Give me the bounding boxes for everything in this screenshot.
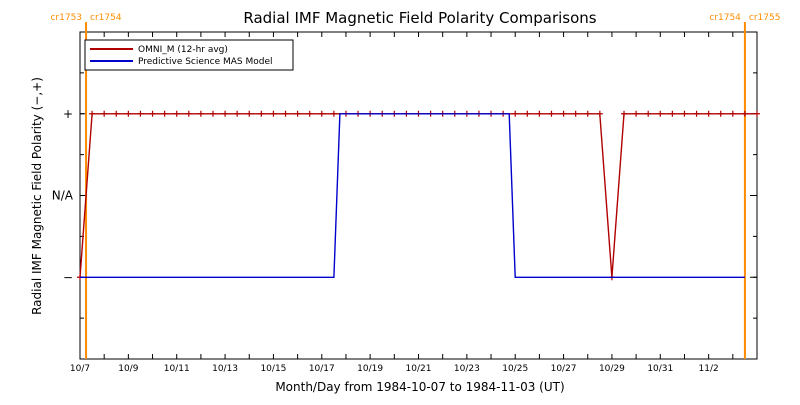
- x-tick-label: 10/19: [357, 364, 383, 374]
- series-point-0: [754, 110, 760, 117]
- x-tick-label: 10/29: [599, 364, 625, 374]
- series-point-0: [572, 110, 579, 117]
- series-point-0: [270, 110, 277, 117]
- x-tick-label: 10/31: [647, 364, 673, 374]
- x-tick-label: 10/27: [551, 364, 577, 374]
- series-point-0: [596, 110, 603, 117]
- series-point-0: [560, 110, 567, 117]
- series-point-0: [536, 110, 543, 117]
- series-point-0: [149, 110, 156, 117]
- series-point-0: [209, 110, 216, 117]
- series-point-0: [222, 110, 229, 117]
- x-tick-label: 10/23: [454, 364, 480, 374]
- series-point-0: [125, 110, 132, 117]
- legend-label-omni: OMNI_M (12-hr avg): [138, 45, 228, 55]
- carrington-label: cr1755: [749, 13, 781, 23]
- y-tick-label: N/A: [52, 189, 74, 203]
- series-line-0: [79, 113, 757, 278]
- carrington-label: cr1753: [50, 13, 82, 23]
- legend: OMNI_M (12-hr avg) Predictive Science MA…: [84, 39, 294, 71]
- series-point-0: [729, 110, 736, 117]
- y-tick-label: +: [63, 107, 73, 121]
- series-point-0: [185, 110, 192, 117]
- series-point-0: [306, 110, 313, 117]
- series-point-0: [246, 110, 253, 117]
- series-point-0: [681, 110, 688, 117]
- series-line-1: [80, 113, 745, 278]
- plot-frame: [79, 31, 758, 360]
- series-point-0: [197, 110, 204, 117]
- series-point-0: [161, 110, 168, 117]
- x-axis-label: Month/Day from 1984-10-07 to 1984-11-03 …: [275, 380, 564, 394]
- y-axis-label: Radial IMF Magnetic Field Polarity (−,+): [30, 77, 44, 315]
- x-tick-label: 10/15: [260, 364, 286, 374]
- series-point-0: [657, 110, 664, 117]
- series-point-0: [101, 110, 108, 117]
- series-point-0: [89, 110, 96, 117]
- x-tick-label: 10/11: [164, 364, 190, 374]
- series-point-0: [318, 110, 325, 117]
- series-point-0: [282, 110, 289, 117]
- carrington-label: cr1754: [709, 13, 741, 23]
- series-point-0: [548, 110, 555, 117]
- carrington-label: cr1754: [90, 13, 122, 23]
- series-point-0: [741, 110, 748, 117]
- series-point-0: [693, 110, 700, 117]
- legend-label-mas: Predictive Science MAS Model: [138, 57, 273, 67]
- series-point-0: [234, 110, 241, 117]
- series-point-0: [717, 110, 724, 117]
- series-point-0: [524, 110, 531, 117]
- series-point-0: [584, 110, 591, 117]
- x-tick-label: 10/9: [118, 364, 138, 374]
- series-point-0: [258, 110, 265, 117]
- x-tick-label: 10/17: [309, 364, 335, 374]
- series-point-0: [645, 110, 652, 117]
- y-tick-label: −: [63, 270, 73, 284]
- chart-title: Radial IMF Magnetic Field Polarity Compa…: [243, 9, 596, 27]
- series-point-0: [669, 110, 676, 117]
- series-point-0: [113, 110, 120, 117]
- x-tick-label: 10/21: [406, 364, 432, 374]
- series-point-0: [137, 110, 144, 117]
- series-point-0: [705, 110, 712, 117]
- series-point-0: [330, 110, 337, 117]
- x-tick-label: 11/2: [699, 364, 719, 374]
- series-point-0: [512, 110, 519, 117]
- series-point-0: [633, 110, 640, 117]
- series-point-0: [621, 110, 628, 117]
- series-point-0: [173, 110, 180, 117]
- plot-layer: + N/A − 10/7 10/9 10/11 10/13 10/15 10/17 10/19 10…: [50, 13, 780, 374]
- x-tick-label: 10/25: [502, 364, 528, 374]
- x-tick-label: 10/13: [212, 364, 238, 374]
- legend-box: [84, 39, 294, 71]
- series-point-0: [294, 110, 301, 117]
- x-tick-label: 10/7: [70, 364, 90, 374]
